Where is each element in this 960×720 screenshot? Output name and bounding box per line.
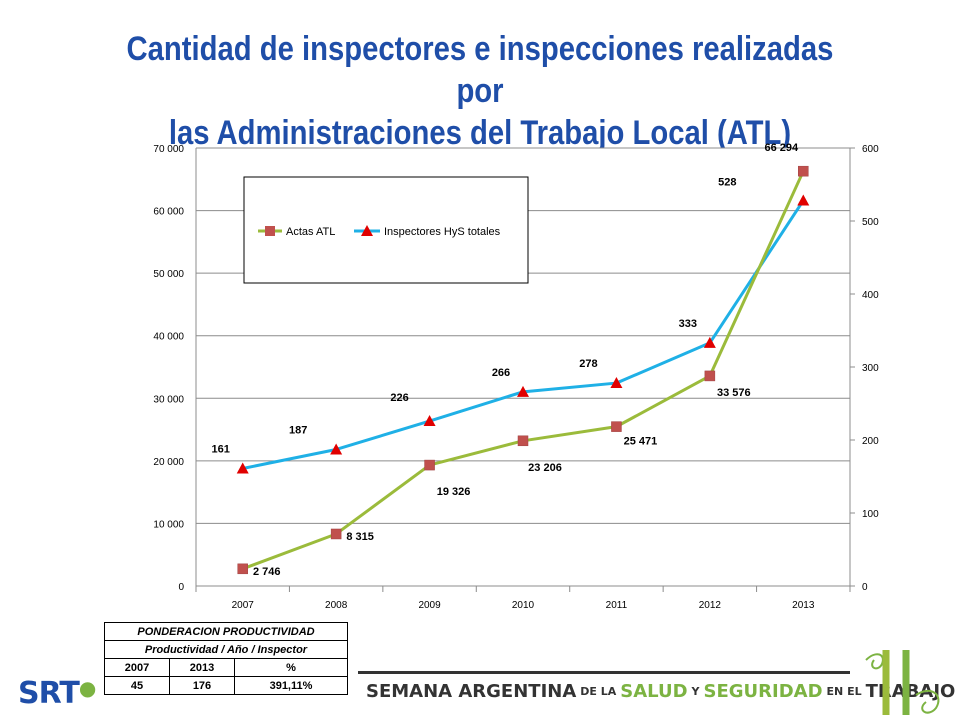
- inspectores-marker: [236, 462, 249, 474]
- legend-inspectores-marker: [361, 225, 373, 236]
- actas-marker: [798, 165, 809, 177]
- title-line-2: las Administraciones del Trabajo Local (…: [168, 114, 792, 152]
- actas-data-label: 2 746: [253, 566, 281, 578]
- legend-box: [243, 176, 529, 284]
- inspectores-marker: [797, 194, 810, 206]
- left-axis-tick-label: 60 000: [153, 207, 184, 218]
- banner-text-6: EN EL: [826, 685, 862, 698]
- x-axis-tick-label: 2011: [606, 600, 628, 611]
- actas-marker: [330, 528, 342, 540]
- inspectores-data-label: 161: [212, 443, 230, 455]
- inspectores-data-label: 187: [289, 424, 307, 436]
- actas-marker: [237, 563, 248, 575]
- left-axis-tick-label: 50 000: [153, 269, 184, 280]
- srt-logo-mark-icon: ●: [78, 676, 96, 700]
- title-line-1: Cantidad de inspectores e inspecciones r…: [126, 30, 834, 110]
- inspectores-data-label: 528: [718, 177, 736, 189]
- actas-marker: [704, 370, 716, 382]
- productivity-value-percent: 391,11%: [234, 676, 348, 695]
- legend-actas-label: Actas ATL: [286, 226, 335, 238]
- productivity-table-subtitle: Productividad / Año / Inspector: [104, 640, 348, 659]
- x-axis-tick-label: 2012: [699, 600, 722, 611]
- productivity-header-percent: %: [234, 658, 348, 677]
- productivity-value-2007: 45: [104, 676, 170, 695]
- slide-title: Cantidad de inspectores e inspecciones r…: [102, 28, 859, 154]
- x-axis-tick-label: 2010: [512, 600, 535, 611]
- srt-logo: SRT●: [18, 676, 96, 711]
- x-axis-tick-label: 2008: [325, 600, 348, 611]
- inspectores-marker: [330, 443, 343, 455]
- productivity-table-title: PONDERACION PRODUCTIVIDAD: [104, 622, 348, 641]
- actas-data-label: 33 576: [717, 387, 751, 399]
- productivity-table: PONDERACION PRODUCTIVIDAD Productividad …: [104, 622, 348, 695]
- banner-text-5: SEGURIDAD: [703, 681, 823, 702]
- right-axis-tick-label: 0: [862, 582, 868, 593]
- right-axis-tick-label: 400: [862, 290, 879, 301]
- left-axis-tick-label: 30 000: [153, 394, 184, 405]
- event-11-emblem-icon: [865, 650, 940, 715]
- inspectores-data-label: 333: [679, 318, 697, 330]
- x-axis-tick-label: 2009: [418, 600, 441, 611]
- inspectores-marker: [610, 377, 623, 389]
- inspectores-marker: [517, 385, 529, 397]
- actas-marker: [424, 459, 435, 471]
- inspectores-data-label: 226: [390, 392, 408, 404]
- right-axis-tick-label: 500: [862, 217, 879, 228]
- inspectores-data-label: 278: [579, 358, 597, 370]
- actas-data-label: 19 326: [437, 486, 471, 498]
- right-axis-tick-label: 100: [862, 509, 879, 520]
- right-axis-tick-label: 200: [862, 436, 879, 447]
- banner-text-3: SALUD: [620, 681, 688, 702]
- banner-text-1: SEMANA ARGENTINA: [366, 681, 577, 702]
- left-axis-tick-label: 70 000: [153, 144, 184, 155]
- productivity-header-2007: 2007: [104, 658, 170, 677]
- left-axis-tick-label: 40 000: [153, 332, 184, 343]
- srt-logo-text: SRT: [18, 676, 80, 711]
- actas-data-label: 25 471: [624, 436, 658, 448]
- legend-inspectores-label: Inspectores HyS totales: [384, 226, 501, 238]
- inspectores-marker: [703, 336, 716, 348]
- inspectores-marker: [423, 415, 436, 427]
- banner-text-4: Y: [691, 685, 700, 698]
- inspectores-data-label: 266: [492, 367, 510, 379]
- actas-marker: [611, 421, 622, 432]
- legend-actas-marker: [265, 226, 275, 236]
- x-axis-tick-label: 2013: [792, 600, 815, 611]
- right-axis-tick-label: 600: [862, 144, 879, 155]
- banner-text-2: DE LA: [580, 685, 617, 698]
- actas-marker: [517, 435, 529, 447]
- right-axis-tick-label: 300: [862, 363, 879, 374]
- actas-data-label: 8 315: [346, 531, 374, 543]
- x-axis-tick-label: 2007: [232, 600, 255, 611]
- actas-data-label: 23 206: [528, 462, 562, 474]
- actas-data-label: 66 294: [764, 142, 799, 154]
- productivity-header-2013: 2013: [169, 658, 235, 677]
- left-axis-tick-label: 10 000: [153, 519, 184, 530]
- left-axis-tick-label: 20 000: [153, 457, 184, 468]
- event-banner: SEMANA ARGENTINA DE LA SALUD Y SEGURIDAD…: [358, 671, 955, 709]
- productivity-value-2013: 176: [169, 676, 235, 695]
- left-axis-tick-label: 0: [178, 582, 184, 593]
